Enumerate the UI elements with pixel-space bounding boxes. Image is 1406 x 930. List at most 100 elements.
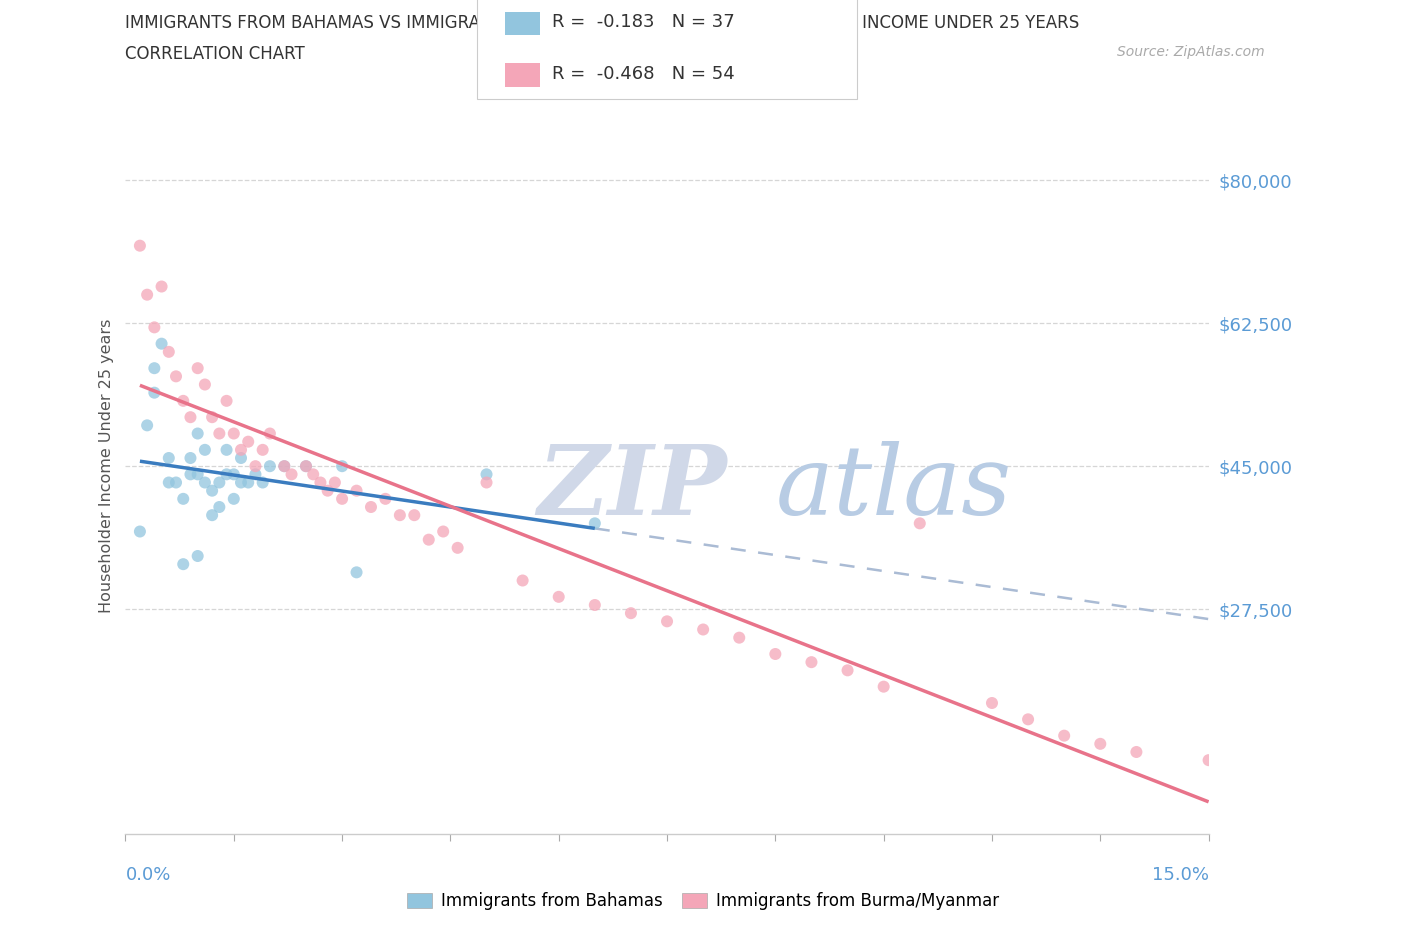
Point xyxy=(238,475,260,490)
Point xyxy=(547,590,569,604)
Point xyxy=(620,605,643,620)
Point xyxy=(692,622,714,637)
Point xyxy=(187,361,209,376)
Point xyxy=(374,491,396,506)
Point xyxy=(215,393,238,408)
Point xyxy=(1198,752,1220,767)
Point xyxy=(728,631,751,645)
Point xyxy=(136,287,159,302)
Point xyxy=(208,426,231,441)
Point xyxy=(512,573,534,588)
Point xyxy=(194,443,217,458)
Y-axis label: Householder Income Under 25 years: Householder Income Under 25 years xyxy=(100,319,114,614)
Point xyxy=(129,238,152,253)
Point xyxy=(252,475,274,490)
Point xyxy=(432,525,454,539)
Text: CORRELATION CHART: CORRELATION CHART xyxy=(125,45,305,62)
Point xyxy=(316,484,339,498)
Point xyxy=(273,458,295,473)
Point xyxy=(222,467,245,482)
Point xyxy=(194,475,217,490)
Point xyxy=(215,467,238,482)
Point xyxy=(583,516,606,531)
Point xyxy=(157,344,180,359)
Point xyxy=(908,516,931,531)
Point xyxy=(295,458,318,473)
Point xyxy=(388,508,411,523)
Point xyxy=(763,646,786,661)
Text: atlas: atlas xyxy=(775,441,1011,536)
Point xyxy=(1125,745,1147,760)
Point xyxy=(252,443,274,458)
Point xyxy=(981,696,1004,711)
Point xyxy=(172,393,194,408)
Point xyxy=(165,369,187,384)
Point xyxy=(150,279,173,294)
Point xyxy=(259,458,281,473)
Point xyxy=(187,426,209,441)
Point xyxy=(446,540,468,555)
Point xyxy=(229,475,252,490)
Point xyxy=(179,450,201,465)
Point xyxy=(222,426,245,441)
Point xyxy=(302,467,325,482)
Point xyxy=(475,475,498,490)
Text: IMMIGRANTS FROM BAHAMAS VS IMMIGRANTS FROM BURMA/MYANMAR HOUSEHOLDER INCOME UNDE: IMMIGRANTS FROM BAHAMAS VS IMMIGRANTS FR… xyxy=(125,14,1080,32)
Point xyxy=(215,443,238,458)
Point xyxy=(273,458,295,473)
Point xyxy=(245,467,267,482)
Text: R =  -0.183   N = 37: R = -0.183 N = 37 xyxy=(551,13,734,32)
Legend: Immigrants from Bahamas, Immigrants from Burma/Myanmar: Immigrants from Bahamas, Immigrants from… xyxy=(401,885,1005,917)
Point xyxy=(222,491,245,506)
Point xyxy=(583,598,606,613)
Point xyxy=(172,491,194,506)
Point xyxy=(655,614,678,629)
Point xyxy=(245,458,267,473)
Text: Source: ZipAtlas.com: Source: ZipAtlas.com xyxy=(1118,45,1265,59)
Point xyxy=(129,525,152,539)
Point xyxy=(259,426,281,441)
Point xyxy=(187,549,209,564)
Point xyxy=(201,410,224,425)
Point xyxy=(179,410,201,425)
Point xyxy=(208,475,231,490)
Point xyxy=(346,484,368,498)
Point xyxy=(295,458,318,473)
Point xyxy=(1090,737,1112,751)
Point xyxy=(201,484,224,498)
Point xyxy=(229,450,252,465)
Point xyxy=(323,475,346,490)
Point xyxy=(1053,728,1076,743)
Point xyxy=(208,499,231,514)
Point xyxy=(404,508,426,523)
Point xyxy=(330,458,353,473)
Point xyxy=(201,508,224,523)
Point xyxy=(800,655,823,670)
Point xyxy=(179,467,201,482)
Point xyxy=(157,475,180,490)
Point xyxy=(229,443,252,458)
Point xyxy=(280,467,302,482)
Point xyxy=(157,450,180,465)
Point xyxy=(837,663,859,678)
Text: R =  -0.468   N = 54: R = -0.468 N = 54 xyxy=(551,64,734,83)
Point xyxy=(872,679,894,694)
Point xyxy=(136,418,159,432)
Text: 15.0%: 15.0% xyxy=(1152,866,1209,884)
Text: 0.0%: 0.0% xyxy=(125,866,172,884)
Point xyxy=(1017,711,1039,726)
Point xyxy=(194,377,217,392)
Point xyxy=(418,532,440,547)
Point xyxy=(360,499,382,514)
Point xyxy=(475,467,498,482)
Point xyxy=(143,320,166,335)
Point xyxy=(330,491,353,506)
Point xyxy=(143,361,166,376)
Point xyxy=(238,434,260,449)
Point xyxy=(346,565,368,579)
Point xyxy=(172,557,194,572)
Point xyxy=(150,337,173,352)
Text: ZIP: ZIP xyxy=(537,441,727,536)
Point xyxy=(165,475,187,490)
Point xyxy=(309,475,332,490)
